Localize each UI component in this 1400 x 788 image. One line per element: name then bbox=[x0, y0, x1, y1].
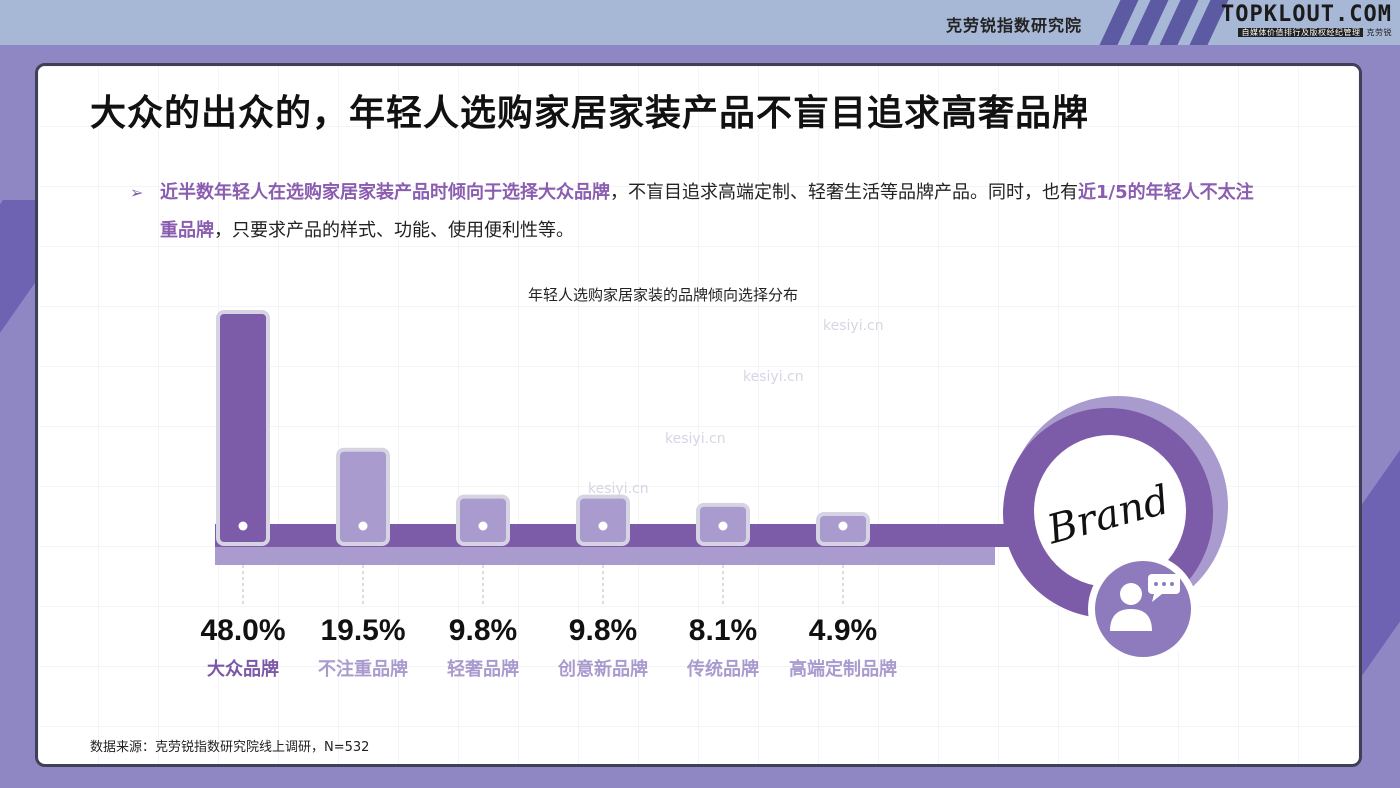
bar-dot-1 bbox=[358, 521, 368, 531]
chart-baseline-shadow bbox=[215, 547, 995, 565]
value-label-1: 19.5% bbox=[320, 614, 405, 647]
bar-chart: 48.0% 大众品牌 19.5% 不注重品牌 9.8% 轻奢品牌 9.8% 创意新品牌 8.1%… bbox=[200, 310, 1228, 680]
logo: TOPKLOUT.COM 自媒体价值排行及版权经纪管理 克劳锐 bbox=[1216, 3, 1392, 41]
bullet-text-2: ，只要求产品的样式、功能、使用便利性等。 bbox=[214, 220, 574, 241]
arrow-bullet-icon: ➢ bbox=[130, 183, 144, 202]
bar-0 bbox=[216, 310, 270, 546]
category-label-1: 不注重品牌 bbox=[318, 658, 408, 680]
logo-brand-text: 克劳锐 bbox=[1366, 28, 1392, 37]
bar-1 bbox=[336, 447, 390, 546]
data-source: 数据来源：克劳锐指数研究院线上调研，N=532 bbox=[90, 740, 370, 755]
bar-dot-0 bbox=[238, 521, 248, 531]
watermark: kesiyi.cn bbox=[588, 481, 649, 497]
bar-2 bbox=[456, 494, 510, 546]
value-label-5: 4.9% bbox=[809, 614, 877, 647]
bars-group bbox=[216, 310, 870, 606]
category-label-4: 传统品牌 bbox=[686, 658, 759, 680]
value-label-3: 9.8% bbox=[569, 614, 637, 647]
watermark: kesiyi.cn bbox=[823, 318, 884, 334]
bar-dot-4 bbox=[718, 521, 728, 531]
watermark: kesiyi.cn bbox=[665, 431, 726, 447]
watermark: kesiyi.cn bbox=[743, 369, 804, 385]
value-label-2: 9.8% bbox=[449, 614, 517, 647]
brand-center bbox=[1034, 435, 1186, 587]
category-label-3: 创意新品牌 bbox=[557, 658, 648, 680]
labels-group: 48.0% 大众品牌 19.5% 不注重品牌 9.8% 轻奢品牌 9.8% 创意新品牌 8.1%… bbox=[200, 614, 897, 680]
page-title: 大众的出众的，年轻人选购家居家装产品不盲目追求高奢品牌 bbox=[90, 93, 1090, 134]
bar-3 bbox=[576, 494, 630, 546]
bar-dot-2 bbox=[478, 521, 488, 531]
category-label-0: 大众品牌 bbox=[207, 658, 279, 680]
bar-dot-5 bbox=[838, 521, 848, 531]
category-label-2: 轻奢品牌 bbox=[447, 658, 519, 680]
chart-title: 年轻人选购家居家装的品牌倾向选择分布 bbox=[527, 286, 798, 304]
value-label-0: 48.0% bbox=[200, 614, 285, 647]
bullet-highlight-2: 近1/5的年轻人不太注重品牌 bbox=[160, 182, 1254, 241]
category-label-5: 高端定制品牌 bbox=[789, 658, 897, 680]
content-card: 大众的出众的，年轻人选购家居家装产品不盲目追求高奢品牌 ➢ 近半数年轻人在选购家… bbox=[35, 63, 1362, 767]
logo-slogan: 自媒体价值排行及版权经纪管理 克劳锐 bbox=[1216, 27, 1392, 39]
logo-text: TOPKLOUT.COM bbox=[1221, 2, 1392, 27]
org-name: 克劳锐指数研究院 bbox=[945, 16, 1082, 35]
summary-bullet: ➢ 近半数年轻人在选购家居家装产品时倾向于选择大众品牌，不盲目追求高端定制、轻奢… bbox=[130, 174, 1270, 250]
user-chat-icon bbox=[1110, 574, 1180, 631]
bullet-text-1: ，不盲目追求高端定制、轻奢生活等品牌产品。同时，也有 bbox=[610, 182, 1078, 203]
top-bar: 克劳锐指数研究院 TOPKLOUT.COM 自媒体价值排行及版权经纪管理 克劳锐 bbox=[0, 0, 1400, 45]
bullet-highlight-1: 近半数年轻人在选购家居家装产品时倾向于选择大众品牌 bbox=[160, 182, 610, 203]
bar-dot-3 bbox=[598, 521, 608, 531]
value-label-4: 8.1% bbox=[689, 614, 757, 647]
logo-slogan-text: 自媒体价值排行及版权经纪管理 bbox=[1238, 28, 1364, 37]
